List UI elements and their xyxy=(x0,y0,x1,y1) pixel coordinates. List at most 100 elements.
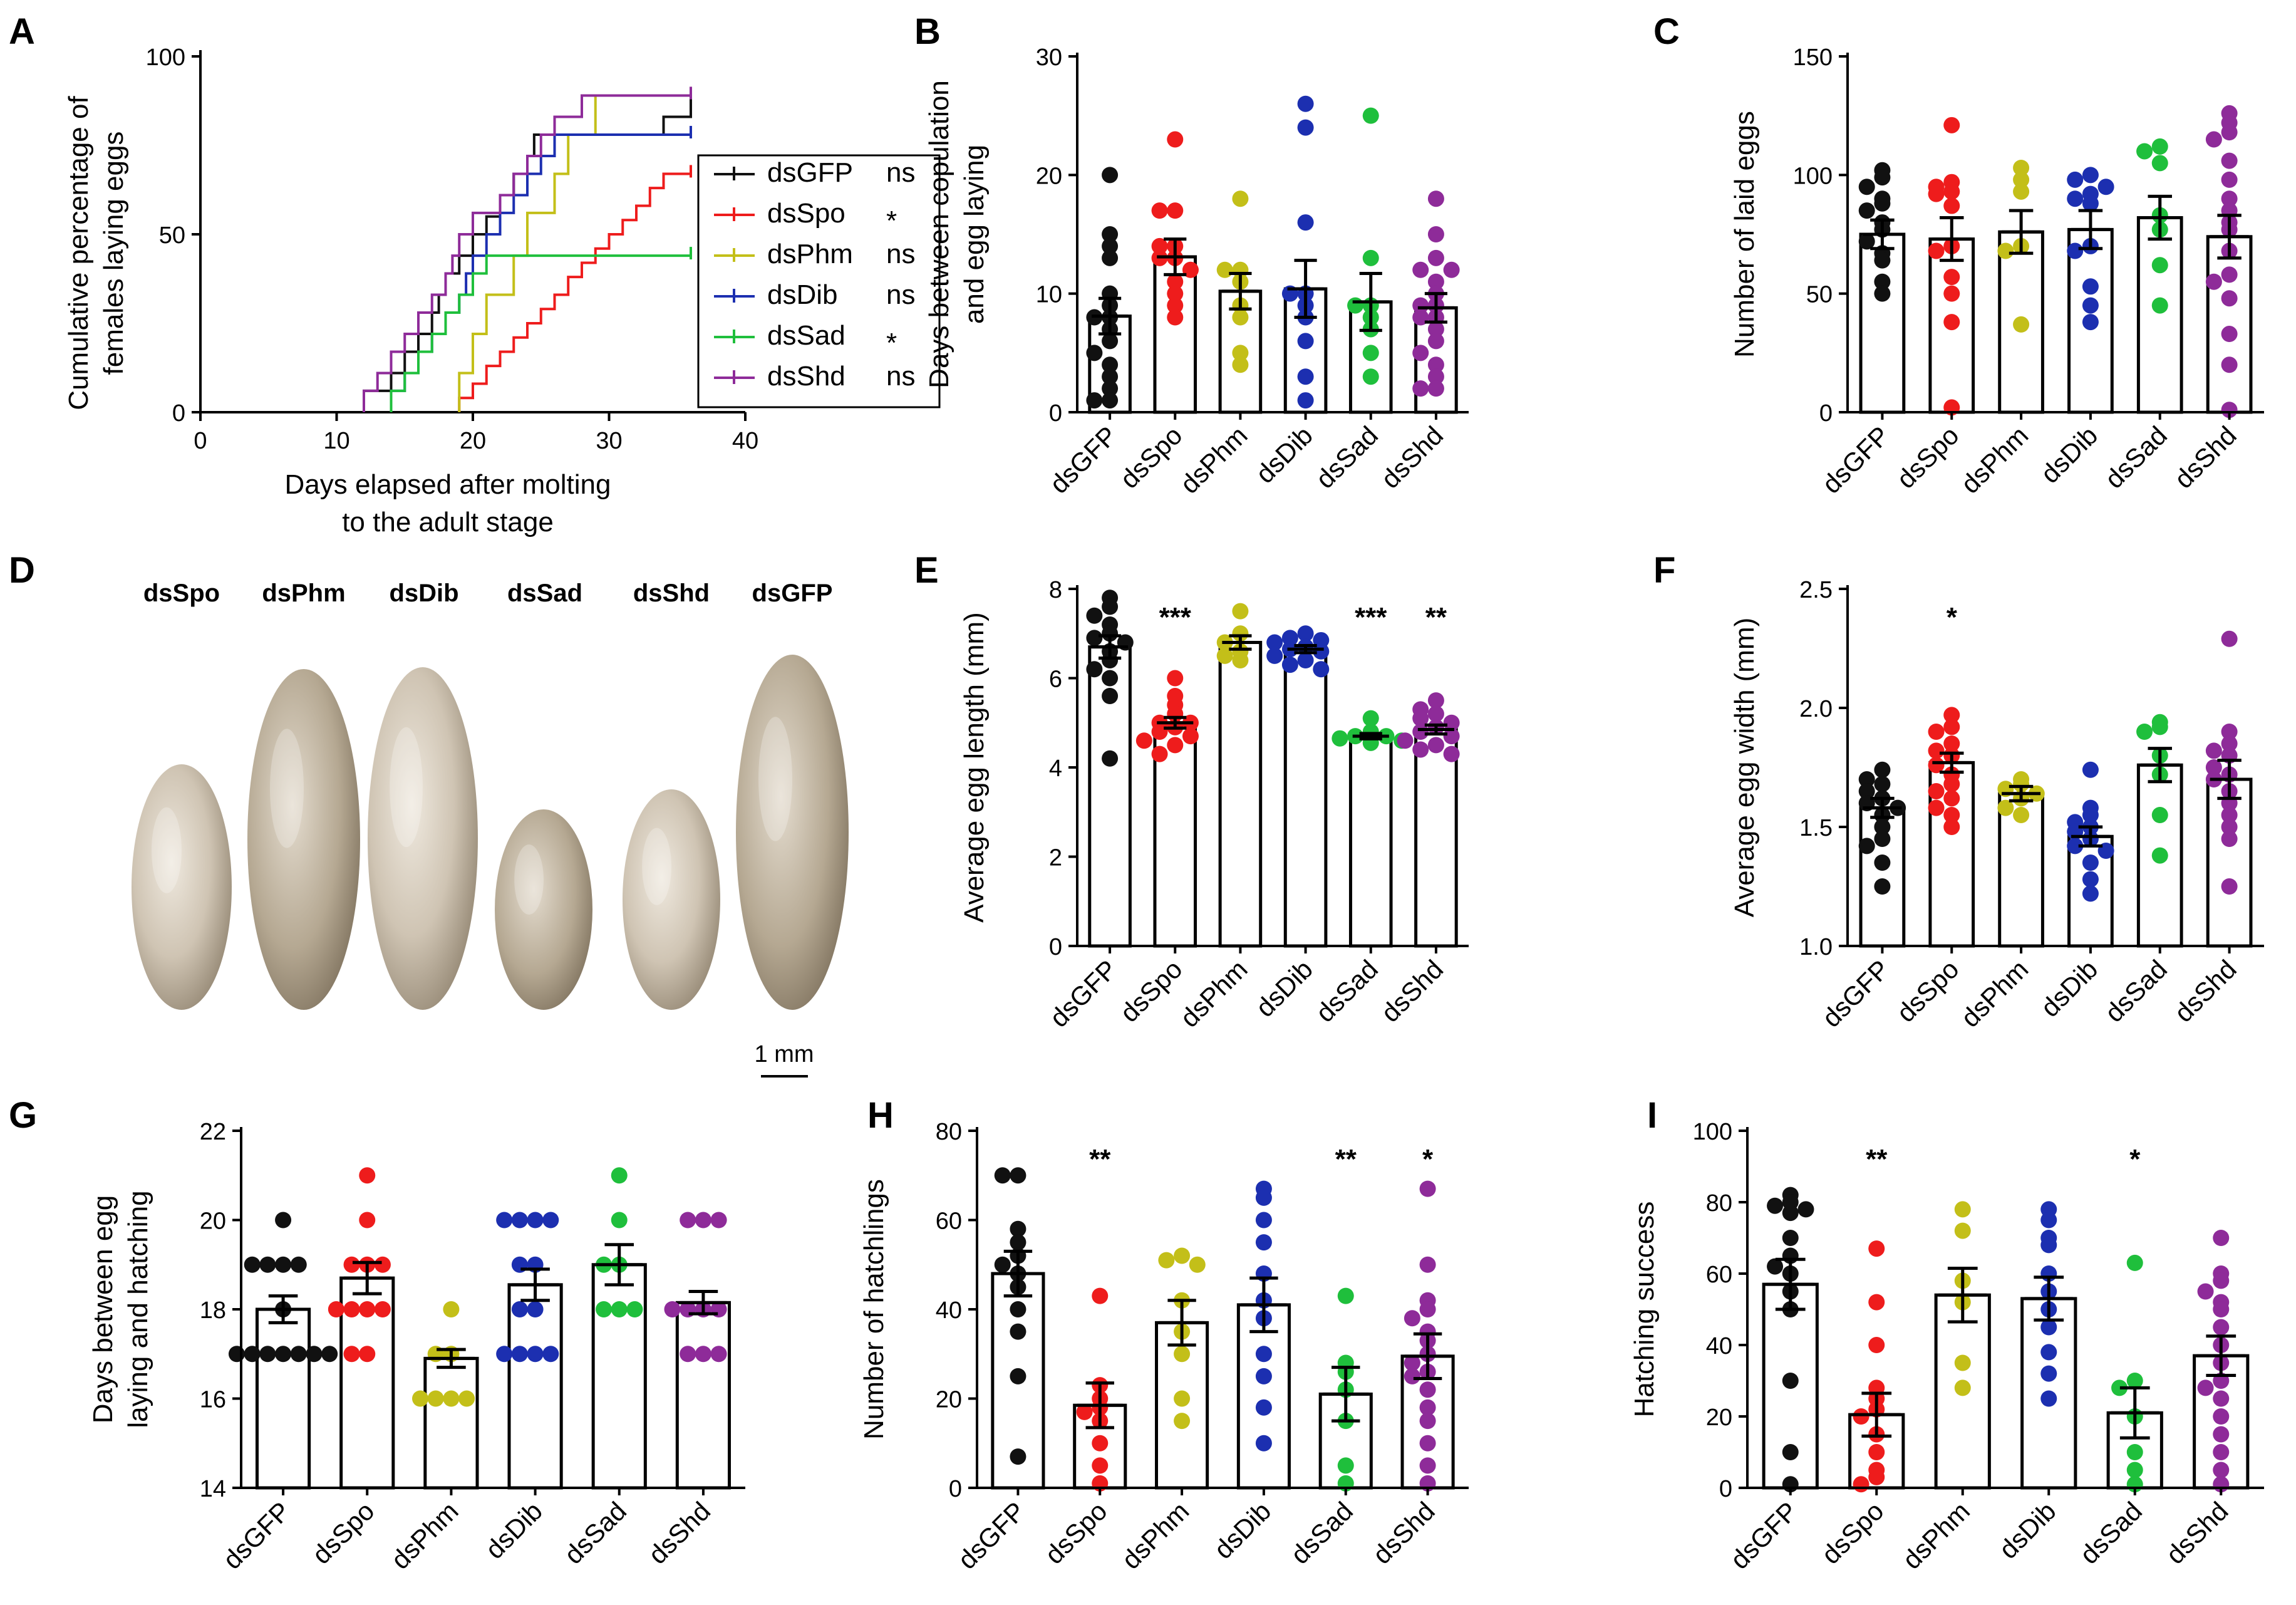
data-point-dsDib xyxy=(2040,1212,2057,1228)
data-point-dsDib xyxy=(496,1346,513,1363)
data-point-dsSpo xyxy=(1928,724,1945,740)
data-point-dsShd xyxy=(2221,878,2238,895)
category-label-dsPhm: dsPhm xyxy=(1955,420,2034,499)
data-point-dsSpo xyxy=(1868,1240,1885,1257)
data-point-dsPhm xyxy=(1997,799,2014,816)
data-point-dsSad xyxy=(2111,1379,2128,1396)
bar-dsSad xyxy=(2136,216,2183,414)
category-label-dsDib: dsDib xyxy=(1208,1496,1276,1564)
data-point-dsDib xyxy=(2040,1390,2057,1407)
bar-dsPhm xyxy=(1218,641,1263,948)
data-point-dsDib xyxy=(2082,297,2099,314)
data-point-dsShd xyxy=(2221,124,2238,141)
data-point-dsSad xyxy=(1362,368,1379,385)
data-point-dsGFP xyxy=(1874,854,1891,871)
panel-letter: G xyxy=(9,1095,37,1136)
data-point-dsSpo xyxy=(1167,297,1184,314)
data-point-dsGFP xyxy=(228,1346,245,1363)
data-point-dsGFP xyxy=(275,1256,292,1273)
data-point-dsShd xyxy=(2213,1319,2230,1336)
y-tick-label: 1.5 xyxy=(1799,815,1833,841)
data-point-dsDib xyxy=(1255,1346,1272,1363)
data-point-dsSad xyxy=(2136,724,2153,740)
y-tick-label: 18 xyxy=(200,1297,226,1324)
data-point-dsShd xyxy=(2221,724,2238,740)
data-point-dsDib xyxy=(2040,1319,2057,1336)
legend-significance: ns xyxy=(886,157,915,188)
data-point-dsGFP xyxy=(1782,1230,1799,1246)
y-tick-label: 14 xyxy=(200,1476,226,1502)
data-point-dsShd xyxy=(1427,380,1444,397)
data-point-dsShd xyxy=(2221,326,2238,343)
data-point-dsPhm xyxy=(2013,776,2030,792)
data-point-dsGFP xyxy=(1858,202,1875,219)
bar-dsGFP xyxy=(1859,232,1906,414)
data-point-dsDib xyxy=(496,1212,513,1228)
egg-label-dsPhm: dsPhm xyxy=(262,579,345,607)
data-point-dsSad xyxy=(2136,143,2153,160)
y-tick-label: 80 xyxy=(1706,1190,1732,1217)
category-label-dsDib: dsDib xyxy=(1250,420,1318,489)
data-point-dsGFP xyxy=(1010,1301,1026,1317)
category-label-dsShd: dsShd xyxy=(2169,954,2242,1027)
data-point-dsShd xyxy=(2197,1283,2214,1300)
legend-box xyxy=(697,154,941,408)
y-tick-label: 2.0 xyxy=(1799,696,1833,722)
data-point-dsDib xyxy=(1297,368,1314,385)
data-point-dsShd xyxy=(664,1301,681,1317)
panel-letter: B xyxy=(914,11,941,52)
data-point-dsSad xyxy=(2151,719,2168,735)
data-point-dsSad xyxy=(626,1301,643,1317)
category-label-dsSpo: dsSpo xyxy=(1891,954,1964,1027)
data-point-dsGFP xyxy=(1874,285,1891,302)
data-point-dsShd xyxy=(710,1212,727,1228)
y-tick-label: 1.0 xyxy=(1799,934,1833,960)
data-point-dsGFP xyxy=(1874,761,1891,778)
category-label-dsGFP: dsGFP xyxy=(217,1496,296,1575)
x-tick-label: 30 xyxy=(596,428,622,454)
data-point-dsGFP xyxy=(1102,237,1119,254)
data-point-dsPhm xyxy=(1174,1247,1191,1264)
data-point-dsShd xyxy=(2213,1272,2230,1289)
data-point-dsSad xyxy=(2151,807,2168,823)
data-point-dsSpo xyxy=(1943,790,1960,807)
data-point-dsGFP xyxy=(290,1256,307,1273)
data-point-dsDib xyxy=(1281,657,1298,673)
y-axis-label: and egg laying xyxy=(959,145,990,324)
data-point-dsSpo xyxy=(1943,807,1960,823)
data-point-dsSad xyxy=(2126,1254,2143,1271)
panel-letter: A xyxy=(9,11,35,52)
y-tick-label: 0 xyxy=(949,1476,962,1502)
data-point-dsDib xyxy=(2082,885,2099,902)
panel-letter: F xyxy=(1653,550,1675,591)
data-point-dsPhm xyxy=(2013,183,2030,200)
data-point-dsShd xyxy=(2221,290,2238,307)
category-label-dsSad: dsSad xyxy=(2099,954,2173,1027)
panel-letter: D xyxy=(9,550,35,591)
data-point-dsDib xyxy=(1255,1189,1272,1206)
data-point-dsShd xyxy=(1412,380,1429,397)
data-point-dsPhm xyxy=(1997,242,2014,259)
y-tick-label: 2 xyxy=(1049,845,1062,871)
data-point-dsSpo xyxy=(1167,285,1184,302)
data-point-dsPhm xyxy=(1232,625,1249,642)
data-point-dsGFP xyxy=(1086,630,1103,647)
data-point-dsShd xyxy=(1427,368,1444,385)
data-point-dsSpo xyxy=(359,1346,376,1363)
data-point-dsShd xyxy=(2221,152,2238,169)
data-point-dsShd xyxy=(1412,345,1429,361)
data-point-dsShd xyxy=(1427,333,1444,350)
y-tick-label: 0 xyxy=(1049,400,1062,427)
y-tick-label: 16 xyxy=(200,1387,226,1413)
data-point-dsShd xyxy=(2221,831,2238,847)
data-point-dsGFP xyxy=(321,1346,338,1363)
data-point-dsShd xyxy=(1419,1381,1436,1398)
significance-mark: * xyxy=(2129,1144,2141,1175)
data-point-dsShd xyxy=(1412,710,1429,727)
x-tick-label: 40 xyxy=(732,428,758,454)
data-point-dsSpo xyxy=(1151,237,1168,254)
data-point-dsSad xyxy=(611,1301,628,1317)
data-point-dsSpo xyxy=(1943,776,1960,792)
